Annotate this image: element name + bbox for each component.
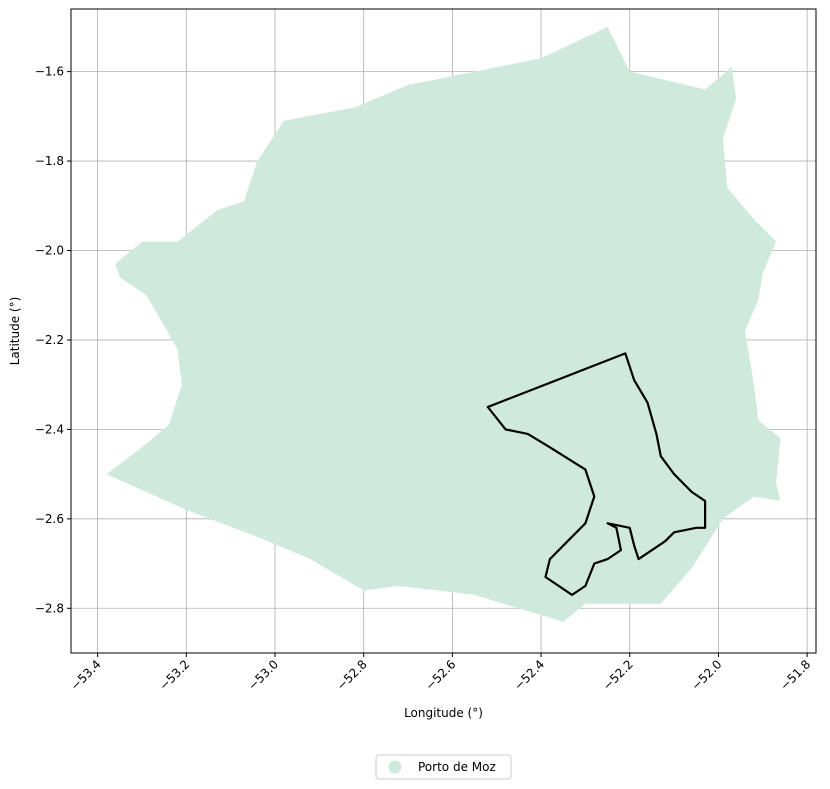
x-axis-label: Longitude (°) bbox=[404, 706, 483, 720]
x-axis-ticks: −53.4 −53.2 −53.0 −52.8 −52.6 −52.4 −52.2 −52.0… bbox=[68, 653, 813, 693]
legend: Porto de Moz bbox=[375, 754, 512, 780]
x-tick-label: −53.4 bbox=[68, 657, 104, 693]
y-tick-label: −2.8 bbox=[35, 601, 64, 615]
y-tick-label: −1.8 bbox=[35, 154, 64, 168]
y-tick-label: −2.0 bbox=[35, 244, 64, 258]
x-tick-label: −51.8 bbox=[777, 657, 813, 693]
x-tick-label: −52.0 bbox=[689, 657, 725, 693]
legend-marker bbox=[388, 760, 402, 774]
legend-label: Porto de Moz bbox=[418, 760, 496, 774]
x-tick-label: −52.2 bbox=[600, 657, 636, 693]
y-axis-label: Latitude (°) bbox=[8, 297, 22, 366]
x-tick-label: −53.0 bbox=[245, 657, 281, 693]
y-tick-label: −2.2 bbox=[35, 333, 64, 347]
x-tick-label: −53.2 bbox=[157, 657, 193, 693]
y-axis-ticks: −1.6 −1.8 −2.0 −2.2 −2.4 −2.6 −2.8 bbox=[35, 65, 71, 615]
x-tick-label: −52.8 bbox=[334, 657, 370, 693]
x-tick-label: −52.6 bbox=[423, 657, 459, 693]
legend-box bbox=[375, 754, 512, 780]
boundary-outline bbox=[486, 352, 707, 596]
region-porto-de-moz bbox=[106, 26, 781, 622]
y-tick-label: −1.6 bbox=[35, 65, 64, 79]
y-tick-label: −2.4 bbox=[35, 422, 64, 436]
x-tick-label: −52.4 bbox=[511, 657, 547, 693]
y-tick-label: −2.6 bbox=[35, 512, 64, 526]
plot-frame bbox=[70, 8, 817, 654]
